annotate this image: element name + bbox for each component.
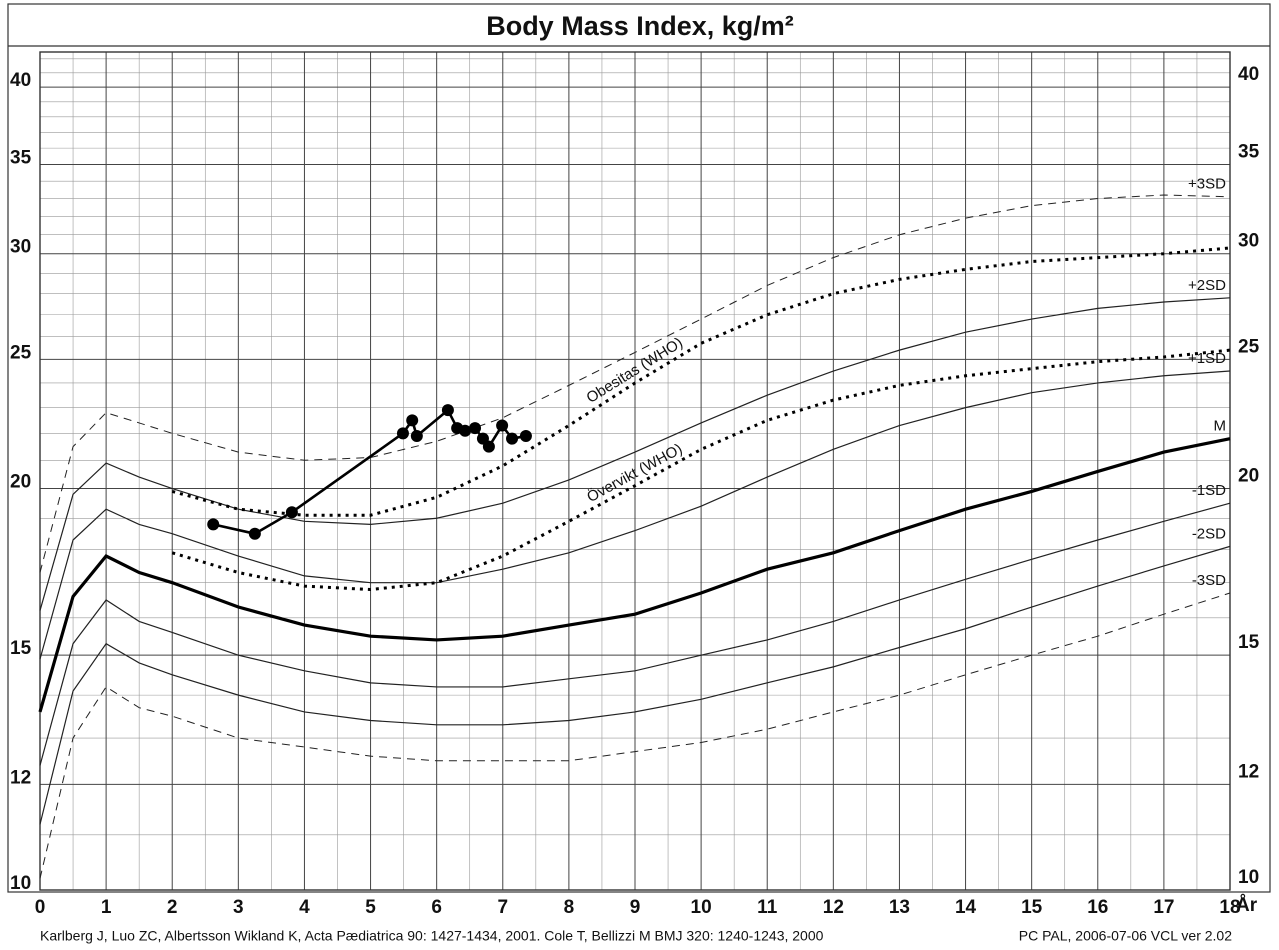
- x-tick-label: 9: [630, 897, 641, 918]
- series-line: [39, 592, 1231, 879]
- data-point: [248, 527, 261, 540]
- data-point: [207, 518, 220, 531]
- series-line: [39, 370, 1231, 660]
- y-tick-label-right: 15: [1238, 632, 1260, 653]
- x-tick-label: 18: [1219, 897, 1240, 918]
- x-tick-label: 0: [35, 897, 46, 918]
- x-tick-label: 15: [1021, 897, 1043, 918]
- y-tick-label-right: 12: [1238, 761, 1259, 782]
- x-tick-label: 6: [431, 897, 442, 918]
- y-tick-label: 15: [10, 638, 32, 659]
- data-point: [441, 404, 454, 417]
- data-point: [519, 429, 532, 442]
- x-tick-label: 13: [889, 897, 910, 918]
- curve-label: -3SD: [1192, 572, 1226, 589]
- x-tick-label: 4: [299, 897, 310, 918]
- data-point: [459, 424, 472, 437]
- data-point: [482, 440, 495, 453]
- data-point: [396, 427, 409, 440]
- chart-title: Body Mass Index, kg/m²: [486, 11, 794, 41]
- x-tick-label: 2: [167, 897, 178, 918]
- x-tick-label: 11: [757, 897, 778, 918]
- data-point: [285, 506, 298, 519]
- x-tick-label: 8: [564, 897, 575, 918]
- series-line: [39, 297, 1231, 611]
- x-tick-label: 5: [365, 897, 376, 918]
- y-tick-label: 10: [10, 873, 31, 894]
- series-line: [38, 437, 1231, 713]
- curve-label: -2SD: [1192, 525, 1226, 542]
- x-tick-label: 1: [101, 897, 112, 918]
- series-line: [171, 246, 1231, 517]
- curve-label: +2SD: [1188, 277, 1226, 294]
- y-tick-label: 40: [10, 70, 31, 91]
- y-tick-label-right: 30: [1238, 231, 1259, 252]
- y-tick-label: 20: [10, 472, 31, 493]
- footer-right: PC PAL, 2006-07-06 VCL ver 2.02: [1019, 928, 1232, 944]
- y-tick-label-right: 25: [1238, 336, 1260, 357]
- curve-label: +3SD: [1188, 176, 1226, 193]
- series-line: [171, 348, 1231, 592]
- curve-label: -1SD: [1192, 482, 1226, 499]
- y-tick-label: 12: [10, 767, 31, 788]
- series-line: [39, 502, 1231, 766]
- x-tick-label: 12: [823, 897, 844, 918]
- curve-label: M: [1214, 418, 1227, 435]
- y-tick-label: 30: [10, 237, 31, 258]
- x-tick-label: 17: [1153, 897, 1174, 918]
- series-line: [39, 545, 1231, 825]
- plot-border: [39, 51, 1231, 891]
- series-line: [39, 194, 1231, 573]
- x-tick-label: 10: [691, 897, 712, 918]
- data-point: [469, 422, 482, 435]
- footer-left: Karlberg J, Luo ZC, Albertsson Wikland K…: [40, 928, 824, 944]
- frame: [7, 3, 1271, 893]
- data-point: [406, 414, 419, 427]
- x-tick-label: 16: [1087, 897, 1108, 918]
- x-axis-label: År: [1236, 895, 1258, 916]
- x-tick-label: 7: [497, 897, 508, 918]
- y-tick-label: 35: [10, 147, 32, 168]
- data-point: [506, 432, 519, 445]
- x-tick-label: 3: [233, 897, 244, 918]
- data-point: [496, 419, 509, 432]
- y-tick-label: 25: [10, 342, 32, 363]
- y-tick-label-right: 40: [1238, 64, 1259, 85]
- data-point: [410, 429, 423, 442]
- y-tick-label-right: 35: [1238, 141, 1260, 162]
- y-tick-label-right: 20: [1238, 466, 1259, 487]
- y-tick-label-right: 10: [1238, 867, 1259, 888]
- x-tick-label: 14: [955, 897, 977, 918]
